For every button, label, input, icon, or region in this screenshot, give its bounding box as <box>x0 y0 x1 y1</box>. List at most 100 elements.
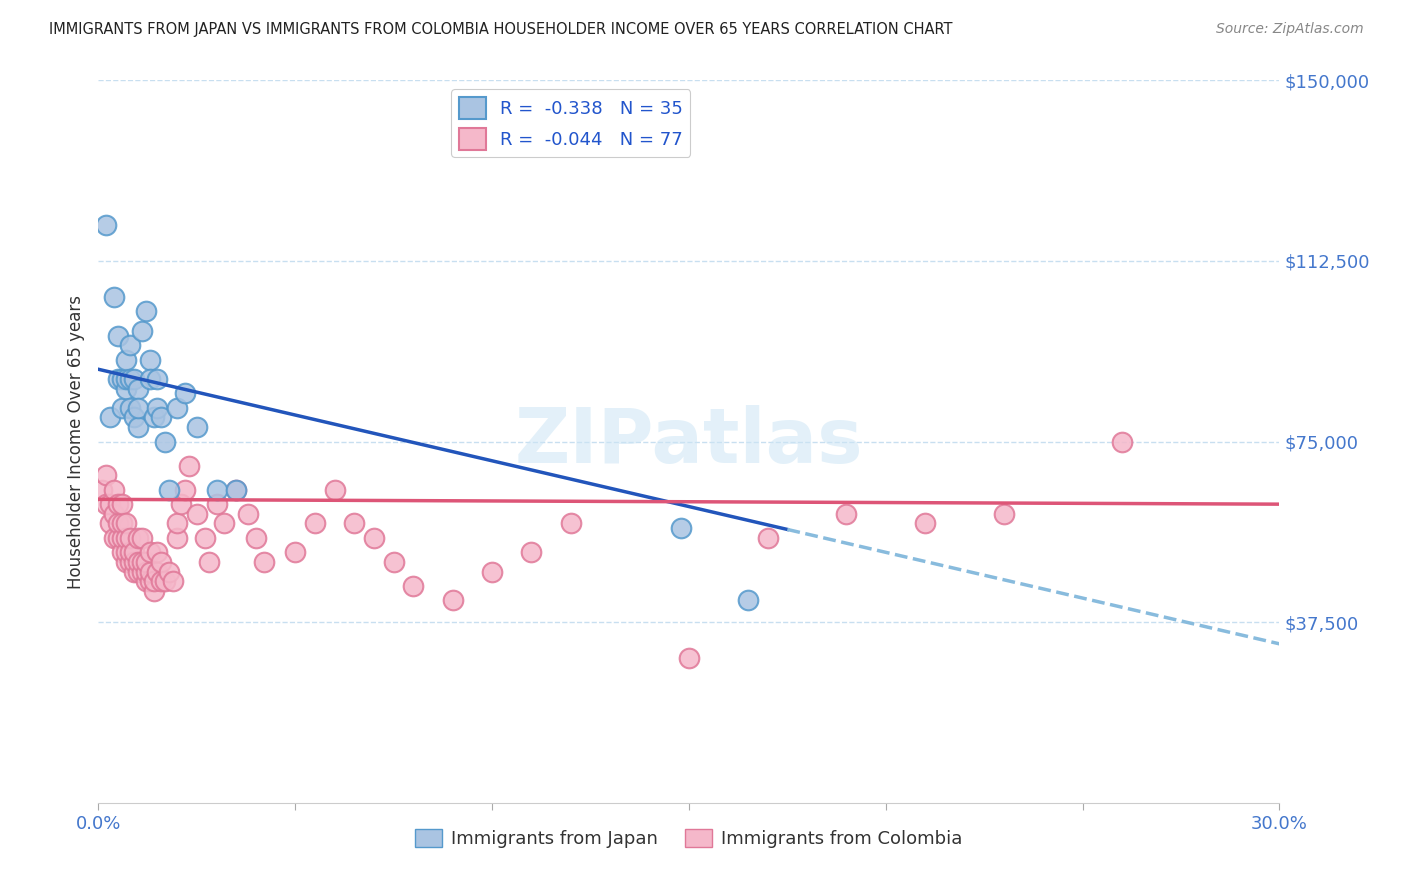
Point <box>138 565 160 579</box>
Point <box>402 579 425 593</box>
Point <box>115 382 138 396</box>
Point <box>115 555 138 569</box>
Point <box>142 410 165 425</box>
Point <box>122 372 145 386</box>
Point <box>236 507 259 521</box>
Point <box>135 304 157 318</box>
Point <box>107 497 129 511</box>
Point <box>107 516 129 531</box>
Point <box>1111 434 1133 449</box>
Point <box>131 324 153 338</box>
Point <box>111 531 134 545</box>
Point <box>135 555 157 569</box>
Point <box>98 516 121 531</box>
Point <box>91 483 114 497</box>
Point <box>737 593 759 607</box>
Point <box>103 531 125 545</box>
Point <box>323 483 346 497</box>
Point <box>115 531 138 545</box>
Point <box>96 497 118 511</box>
Point <box>142 574 165 589</box>
Point <box>914 516 936 531</box>
Point <box>170 497 193 511</box>
Point <box>150 410 173 425</box>
Point <box>122 545 145 559</box>
Point <box>115 545 138 559</box>
Point <box>135 565 157 579</box>
Y-axis label: Householder Income Over 65 years: Householder Income Over 65 years <box>66 294 84 589</box>
Point <box>253 555 276 569</box>
Point <box>186 420 208 434</box>
Point <box>127 531 149 545</box>
Point <box>441 593 464 607</box>
Point <box>245 531 267 545</box>
Point <box>197 555 219 569</box>
Point <box>111 401 134 415</box>
Point <box>166 516 188 531</box>
Point <box>98 410 121 425</box>
Point <box>835 507 858 521</box>
Point <box>155 574 177 589</box>
Text: ZIPatlas: ZIPatlas <box>515 405 863 478</box>
Point <box>166 531 188 545</box>
Point <box>177 458 200 473</box>
Point <box>118 545 141 559</box>
Text: IMMIGRANTS FROM JAPAN VS IMMIGRANTS FROM COLOMBIA HOUSEHOLDER INCOME OVER 65 YEA: IMMIGRANTS FROM JAPAN VS IMMIGRANTS FROM… <box>49 22 953 37</box>
Point <box>111 516 134 531</box>
Point <box>363 531 385 545</box>
Point <box>146 565 169 579</box>
Point <box>107 372 129 386</box>
Point <box>131 531 153 545</box>
Point <box>520 545 543 559</box>
Point <box>138 372 160 386</box>
Point <box>162 574 184 589</box>
Point <box>127 565 149 579</box>
Point <box>122 410 145 425</box>
Point <box>157 565 180 579</box>
Point <box>127 555 149 569</box>
Point <box>103 290 125 304</box>
Point <box>205 497 228 511</box>
Point <box>118 555 141 569</box>
Point <box>138 352 160 367</box>
Point <box>118 531 141 545</box>
Point <box>669 521 692 535</box>
Point <box>107 328 129 343</box>
Point <box>111 372 134 386</box>
Point <box>481 565 503 579</box>
Point <box>205 483 228 497</box>
Text: Source: ZipAtlas.com: Source: ZipAtlas.com <box>1216 22 1364 37</box>
Point <box>115 372 138 386</box>
Point <box>131 565 153 579</box>
Point <box>166 401 188 415</box>
Point <box>122 565 145 579</box>
Point <box>194 531 217 545</box>
Point <box>284 545 307 559</box>
Point <box>127 382 149 396</box>
Point <box>118 372 141 386</box>
Point <box>96 218 118 232</box>
Point <box>150 574 173 589</box>
Point <box>343 516 366 531</box>
Point <box>96 468 118 483</box>
Point <box>560 516 582 531</box>
Point <box>225 483 247 497</box>
Point <box>150 555 173 569</box>
Point <box>993 507 1015 521</box>
Point <box>138 574 160 589</box>
Point <box>225 483 247 497</box>
Point <box>756 531 779 545</box>
Point <box>146 545 169 559</box>
Point <box>146 401 169 415</box>
Point <box>135 574 157 589</box>
Point <box>111 497 134 511</box>
Point <box>678 651 700 665</box>
Point <box>174 483 197 497</box>
Point <box>111 545 134 559</box>
Point <box>127 420 149 434</box>
Point <box>115 352 138 367</box>
Point <box>174 386 197 401</box>
Point <box>142 583 165 598</box>
Point <box>127 401 149 415</box>
Point <box>122 555 145 569</box>
